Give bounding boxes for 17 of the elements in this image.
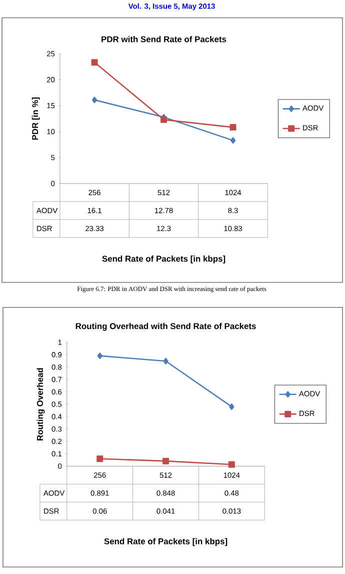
point [160, 116, 168, 123]
point [92, 96, 98, 104]
y-axis-title: Routing Overhead [37, 368, 45, 440]
point [97, 352, 103, 360]
point [228, 461, 236, 468]
chart-title: PDR with Send Rate of Packets [102, 36, 226, 42]
point [230, 137, 236, 144]
point [96, 455, 104, 462]
point [163, 358, 169, 364]
chart-title: Routing Overhead with Send Rate of Packets [76, 322, 256, 331]
point [92, 59, 98, 66]
point [230, 124, 236, 131]
x-axis-title: Send Rate of Packets [in kbps] [102, 255, 226, 264]
x-axis-title: Send Rate of Packets [in kbps] [104, 538, 228, 546]
y-axis-title: PDR [in %] [32, 98, 40, 140]
point [162, 458, 170, 464]
point [229, 403, 235, 410]
